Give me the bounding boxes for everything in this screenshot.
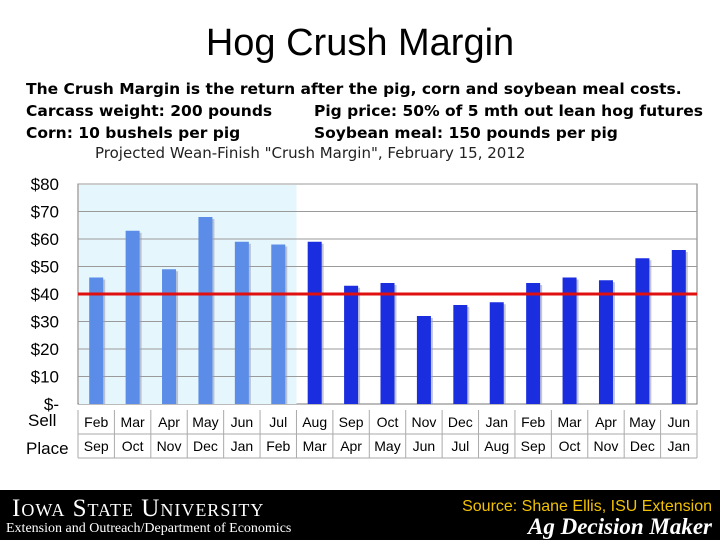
bar <box>125 230 140 404</box>
place-month-label: Oct <box>122 438 144 454</box>
y-tick-label: $30 <box>31 313 59 332</box>
y-tick-label: $50 <box>31 258 59 277</box>
place-month-label: Sep <box>84 438 109 454</box>
crush-margin-chart: $- $10 $20 $30 $40 $50 $60 $70 $80 Feb Sep Mar Oct Ap… <box>26 175 698 459</box>
sell-month-label: Aug <box>302 414 327 430</box>
sell-month-label: Apr <box>158 414 180 430</box>
place-month-label: Feb <box>266 438 290 454</box>
place-month-label: Jan <box>231 438 254 454</box>
bar <box>598 280 613 404</box>
sell-month-label: May <box>629 414 655 430</box>
sell-month-label: Feb <box>84 414 108 430</box>
bar <box>344 285 359 404</box>
sell-month-label: Sep <box>339 414 364 430</box>
bar <box>380 283 395 404</box>
university-logo-text: Iowa State University <box>12 495 265 522</box>
ag-decision-maker-logo: Ag Decision Maker <box>528 514 712 539</box>
place-month-label: Oct <box>559 438 581 454</box>
pig-price-text: Pig price: 50% of 5 mth out lean hog fut… <box>314 102 703 120</box>
place-month-label: Mar <box>303 438 327 454</box>
bar <box>234 241 249 404</box>
place-month-label: Sep <box>521 438 546 454</box>
bar <box>453 305 468 404</box>
bar <box>198 217 213 404</box>
sell-month-label: Mar <box>557 414 581 430</box>
carcass-weight-text: Carcass weight: 200 pounds <box>26 102 273 120</box>
place-row-label: Place <box>26 439 69 458</box>
y-tick-label: $- <box>44 395 59 414</box>
sell-month-label: Nov <box>411 414 436 430</box>
bar <box>562 277 577 404</box>
bar <box>635 258 650 404</box>
y-tick-label: $70 <box>31 203 59 222</box>
place-month-label: Apr <box>340 438 362 454</box>
slide-title: Hog Crush Margin <box>205 22 515 64</box>
place-month-label: Jan <box>668 438 691 454</box>
place-month-label: Jun <box>413 438 436 454</box>
soybean-meal-text: Soybean meal: 150 pounds per pig <box>314 124 618 142</box>
y-tick-label: $60 <box>31 230 59 249</box>
sell-month-label: Mar <box>121 414 145 430</box>
y-tick-label: $10 <box>31 368 59 387</box>
sell-month-label: Feb <box>521 414 545 430</box>
sell-month-label: Jun <box>231 414 254 430</box>
sell-row-label: Sell <box>28 411 56 430</box>
chart-title: Projected Wean-Finish "Crush Margin", Fe… <box>95 144 526 162</box>
bar <box>671 250 686 404</box>
place-month-label: Dec <box>193 438 218 454</box>
sell-month-label: Jan <box>485 414 508 430</box>
department-text: Extension and Outreach/Department of Eco… <box>6 521 292 536</box>
sell-month-label: Jul <box>269 414 287 430</box>
sell-month-label: Apr <box>595 414 617 430</box>
y-tick-label: $20 <box>31 340 59 359</box>
description-line: The Crush Margin is the return after the… <box>26 80 682 98</box>
place-month-label: Nov <box>157 438 182 454</box>
sell-month-label: Dec <box>448 414 473 430</box>
place-month-label: Nov <box>594 438 619 454</box>
bar <box>307 241 322 404</box>
y-tick-label: $40 <box>31 285 59 304</box>
sell-month-label: Jun <box>668 414 691 430</box>
place-month-label: Dec <box>630 438 655 454</box>
y-tick-label: $80 <box>31 175 59 194</box>
sell-month-label: Oct <box>377 414 399 430</box>
footer-bar <box>0 490 720 540</box>
source-text: Source: Shane Ellis, ISU Extension <box>462 498 712 515</box>
corn-text: Corn: 10 bushels per pig <box>26 124 241 142</box>
bar <box>162 269 177 404</box>
bar <box>89 277 104 404</box>
sell-month-label: May <box>192 414 218 430</box>
place-month-label: May <box>374 438 400 454</box>
bar <box>416 316 431 404</box>
place-month-label: Jul <box>451 438 469 454</box>
bar <box>526 283 541 404</box>
place-month-label: Aug <box>484 438 509 454</box>
bar <box>271 244 286 404</box>
bar <box>489 302 504 404</box>
